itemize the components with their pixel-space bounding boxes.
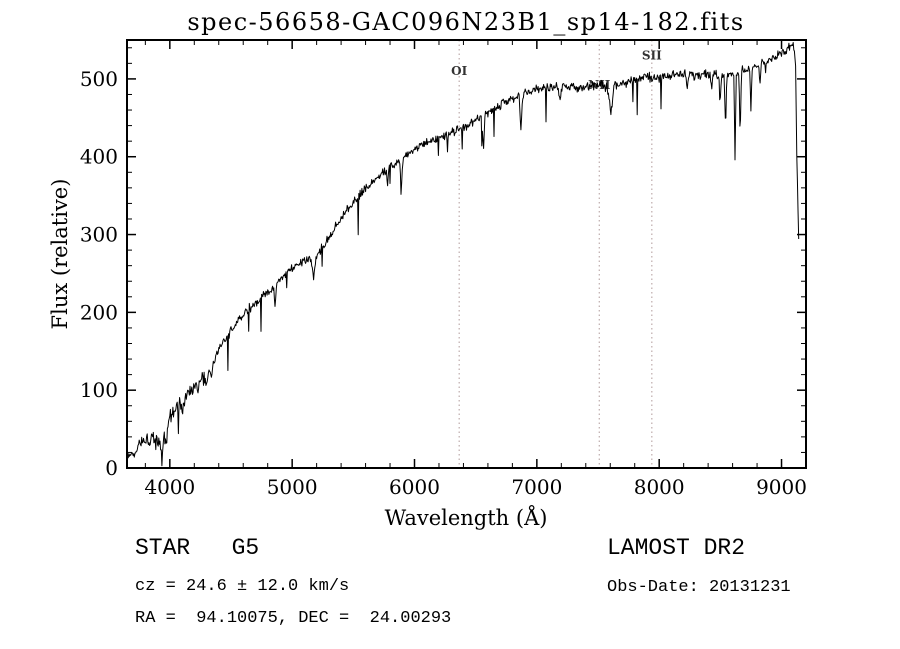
radial-velocity-text: cz = 24.6 ± 12.0 km/s — [135, 577, 350, 596]
x-tick-label: 4000 — [144, 475, 195, 499]
survey-release-text: LAMOST DR2 — [607, 535, 746, 561]
y-tick-label: 200 — [80, 300, 118, 324]
x-tick-label: 5000 — [267, 475, 318, 499]
y-tick-label: 500 — [80, 67, 118, 91]
object-class-text: STAR G5 — [135, 535, 260, 561]
x-tick-label: 7000 — [511, 475, 562, 499]
y-tick-label: 100 — [80, 378, 118, 402]
y-tick-label: 300 — [80, 223, 118, 247]
x-axis-label: Wavelength (Å) — [384, 506, 548, 530]
axis-frame — [126, 39, 807, 469]
marker-label: OI — [451, 64, 467, 78]
spectrum-trace — [127, 42, 800, 467]
y-tick-label: 0 — [105, 456, 118, 480]
y-axis-label: Flux (relative) — [48, 178, 72, 330]
x-tick-label: 8000 — [634, 475, 685, 499]
ra-dec-text: RA = 94.10075, DEC = 24.00293 — [135, 609, 452, 628]
obs-date-text: Obs-Date: 20131231 — [607, 578, 791, 597]
y-tick-label: 400 — [80, 145, 118, 169]
marker-label: SII — [642, 48, 662, 62]
x-tick-label: 9000 — [756, 475, 807, 499]
plot-title: spec-56658-GAC096N23B1_sp14-182.fits — [187, 8, 745, 36]
x-tick-label: 6000 — [389, 475, 440, 499]
